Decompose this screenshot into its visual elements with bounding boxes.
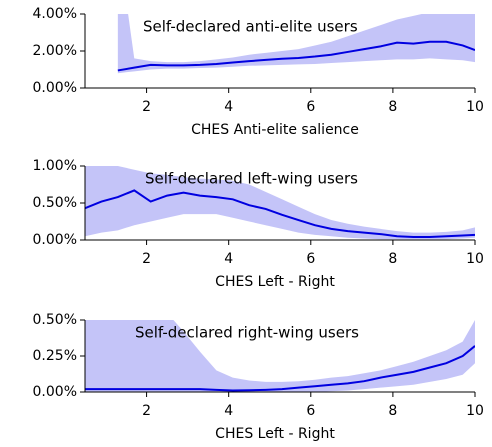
y-tick-label: 0.00% — [33, 232, 77, 248]
confidence-band — [117, 14, 475, 74]
y-tick-label: 0.00% — [33, 80, 77, 96]
y-tick-label: 4.00% — [33, 6, 77, 22]
x-tick-label: 2 — [142, 251, 151, 267]
x-axis-label: CHES Left - Right — [215, 426, 335, 442]
y-tick-label: 2.00% — [33, 43, 77, 59]
x-tick-label: 6 — [306, 251, 315, 267]
line — [117, 40, 475, 72]
x-tick-label: 8 — [388, 251, 397, 267]
y-tick-label: 0.50% — [33, 195, 77, 211]
y-tick-label: 0.50% — [33, 312, 77, 328]
x-tick-label: 8 — [388, 403, 397, 419]
x-tick-label: 10 — [466, 403, 484, 419]
x-tick-label: 2 — [142, 99, 151, 115]
x-tick-label: 4 — [224, 99, 233, 115]
x-tick-label: 8 — [388, 99, 397, 115]
confidence-band — [85, 166, 475, 240]
x-tick-label: 4 — [224, 403, 233, 419]
x-tick-label: 2 — [142, 403, 151, 419]
x-tick-label: 4 — [224, 251, 233, 267]
panel: 0.00% 0.25% 0.50% 2 4 6 8 10 CHES Left - Right Se… — [33, 312, 484, 442]
x-tick-label: 10 — [466, 99, 484, 115]
panel: 0.00% 0.50% 1.00% 2 4 6 8 10 CHES Left - Right Se… — [33, 158, 484, 290]
annotation: Self-declared right-wing users — [135, 324, 359, 342]
annotation: Self-declared anti-elite users — [143, 18, 358, 36]
x-tick-label: 6 — [306, 99, 315, 115]
y-tick-label: 0.00% — [33, 384, 77, 400]
annotation: Self-declared left-wing users — [145, 170, 358, 188]
line — [85, 189, 475, 239]
x-tick-label: 6 — [306, 403, 315, 419]
line — [85, 345, 475, 392]
y-tick-label: 1.00% — [33, 158, 77, 174]
x-tick-label: 10 — [466, 251, 484, 267]
x-axis-label: CHES Anti-elite salience — [191, 122, 359, 138]
confidence-band — [85, 320, 475, 392]
y-tick-label: 0.25% — [33, 348, 77, 364]
x-axis-label: CHES Left - Right — [215, 274, 335, 290]
panel: 0.00% 2.00% 4.00% 2 4 6 8 10 CHES Anti-elite sal… — [33, 6, 484, 138]
